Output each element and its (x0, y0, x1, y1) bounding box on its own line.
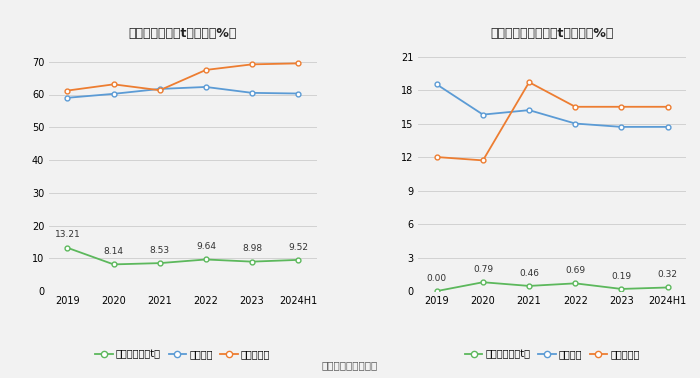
Text: 9.52: 9.52 (288, 243, 308, 251)
Text: 0.69: 0.69 (565, 266, 585, 275)
Text: 8.14: 8.14 (104, 247, 124, 256)
Text: 0.00: 0.00 (427, 274, 447, 283)
Text: 0.32: 0.32 (657, 270, 678, 279)
Text: 8.98: 8.98 (242, 244, 262, 253)
Title: 近年来有息资产负巫t率情况（%）: 近年来有息资产负巫t率情况（%） (491, 27, 614, 40)
Text: 13.21: 13.21 (55, 231, 80, 239)
Legend: 有息资产负巫t率, 行业均値, 行业中位数: 有息资产负巫t率, 行业均値, 行业中位数 (461, 345, 643, 363)
Legend: 公司资产负巫t率, 行业均値, 行业中位数: 公司资产负巫t率, 行业均値, 行业中位数 (92, 345, 274, 363)
Text: 0.79: 0.79 (473, 265, 493, 274)
Text: 0.46: 0.46 (519, 269, 539, 277)
Text: 9.64: 9.64 (196, 242, 216, 251)
Text: 数据来源：恒生聚源: 数据来源：恒生聚源 (322, 361, 378, 370)
Text: 8.53: 8.53 (150, 246, 170, 255)
Title: 近年来资产负巫t率情况（%）: 近年来资产负巫t率情况（%） (129, 27, 237, 40)
Text: 0.19: 0.19 (611, 272, 631, 280)
